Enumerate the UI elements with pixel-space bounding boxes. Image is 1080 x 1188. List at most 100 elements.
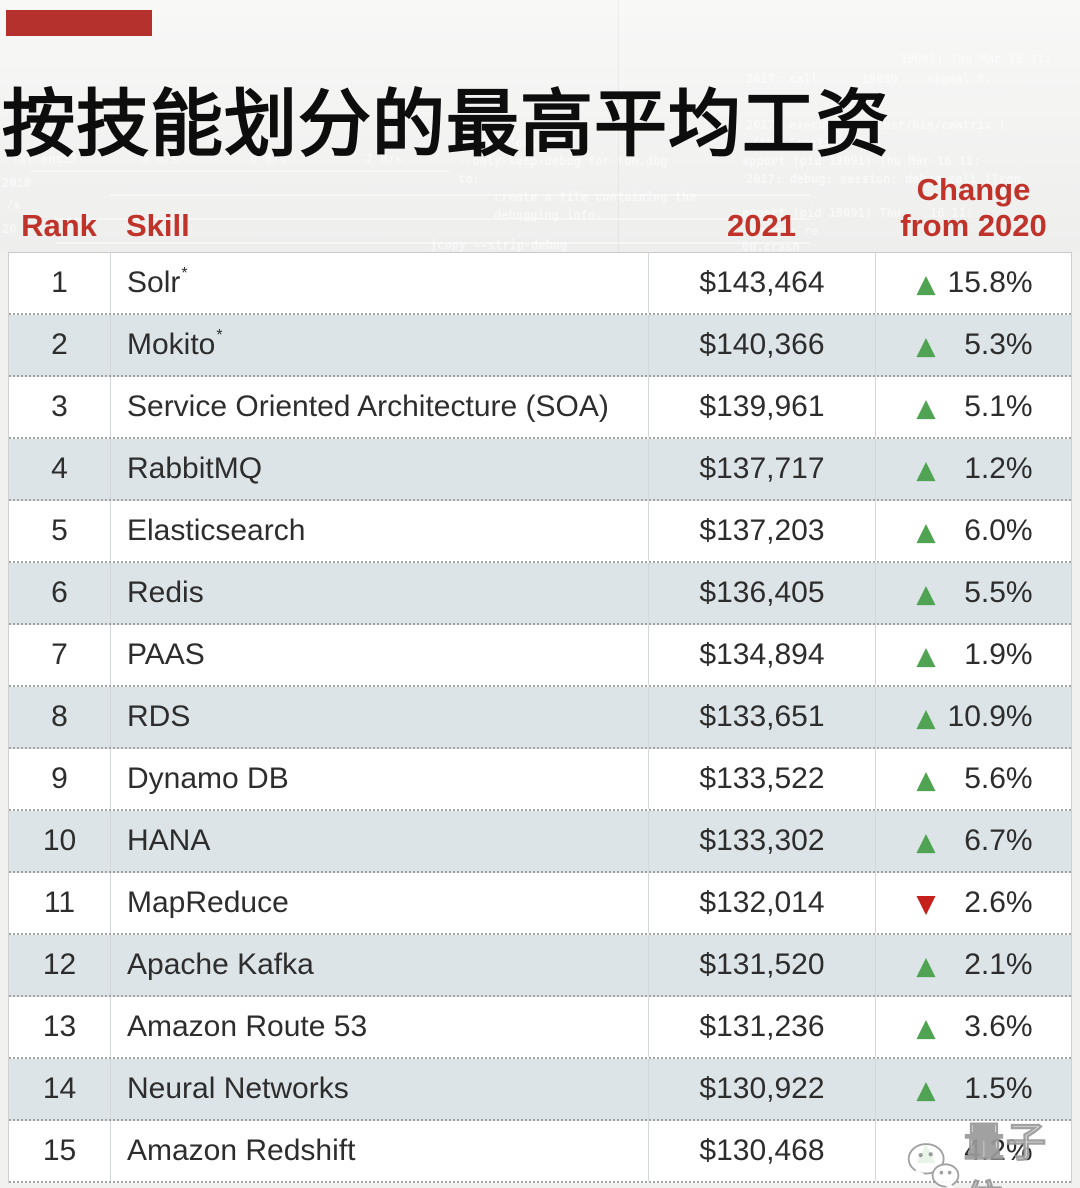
- skill-cell: Amazon Route 53: [111, 997, 649, 1057]
- column-header-skill: Skill: [126, 208, 190, 243]
- wechat-icon: [907, 1143, 960, 1188]
- salary-cell: $132,014: [649, 873, 876, 933]
- background-terminal-text: 00.crash: [742, 240, 800, 254]
- background-terminal-text: debugging info.: [494, 208, 603, 222]
- skill-cell: Service Oriented Architecture (SOA): [111, 377, 649, 437]
- salary-cell: $137,203: [649, 501, 876, 561]
- rank-cell: 3: [9, 377, 111, 437]
- salary-cell: $137,717: [649, 439, 876, 499]
- table-row: 13 Amazon Route 53 $131,236 ▲ 3.6%: [9, 997, 1071, 1059]
- background-terminal-text: TX: ens33 0 B/s 0 B/s 2 B/s: [12, 152, 403, 166]
- change-up-icon: ▲: [916, 578, 936, 608]
- table-row: 6 Redis $136,405 ▲ 5.5%: [9, 563, 1071, 625]
- change-up-icon: ▲: [916, 640, 936, 670]
- skill-cell: Apache Kafka: [111, 935, 649, 995]
- change-cell: ▲ 1.9%: [916, 638, 1033, 671]
- rank-cell: 10: [9, 811, 111, 871]
- salary-cell: $134,894: [649, 625, 876, 685]
- change-cell: ▲ 2.1%: [916, 948, 1033, 981]
- background-terminal-text: --only-keep-debug for foo.dbg: [458, 154, 668, 168]
- rank-cell: 7: [9, 625, 111, 685]
- skill-cell: Dynamo DB: [111, 749, 649, 809]
- change-up-icon: ▲: [916, 330, 936, 360]
- rank-cell: 15: [9, 1121, 111, 1181]
- column-header-change: Change from 2020: [875, 172, 1072, 248]
- table-row: 7 PAAS $134,894 ▲ 1.9%: [9, 625, 1071, 687]
- background-terminal-text: to:: [458, 172, 480, 186]
- change-up-icon: ▲: [916, 1012, 936, 1042]
- background-gradient: [0, 0, 1080, 252]
- change-cell: ▲ 15.8%: [916, 266, 1033, 299]
- column-header-change-line2: from 2020: [900, 208, 1047, 243]
- rank-cell: 8: [9, 687, 111, 747]
- skill-cell: PAAS: [111, 625, 649, 685]
- change-up-icon: ▲: [916, 1074, 936, 1104]
- rank-cell: 6: [9, 563, 111, 623]
- background-faint-line: [110, 194, 810, 196]
- salary-cell: $136,405: [649, 563, 876, 623]
- salary-cell: $133,651: [649, 687, 876, 747]
- change-cell: ▲ 5.1%: [916, 390, 1033, 423]
- change-down-icon: ▼: [916, 888, 936, 918]
- rank-cell: 4: [9, 439, 111, 499]
- table-row: 11 MapReduce $132,014 ▼ 2.6%: [9, 873, 1071, 935]
- change-cell: ▲ 3.6%: [916, 1010, 1033, 1043]
- salary-cell: $131,236: [649, 997, 876, 1057]
- change-cell: ▲ 5.3%: [916, 328, 1033, 361]
- change-cell: ▲ 1.2%: [916, 452, 1033, 485]
- salary-cell: $143,464: [649, 253, 876, 313]
- change-up-icon: ▲: [916, 454, 936, 484]
- background-terminal-text: 20: [2, 222, 17, 236]
- skill-cell: Elasticsearch: [111, 501, 649, 561]
- title-accent-bar: [6, 10, 152, 36]
- table-row: 9 Dynamo DB $133,522 ▲ 5.6%: [9, 749, 1071, 811]
- change-up-icon: ▲: [916, 702, 936, 732]
- change-up-icon: ▲: [916, 392, 936, 422]
- watermark-text: 量子位: [963, 1120, 1049, 1188]
- salary-cell: $133,522: [649, 749, 876, 809]
- salary-cell: $130,468: [649, 1121, 876, 1181]
- background-terminal-text: create a file containing the: [494, 190, 697, 204]
- table-row: 15 Amazon Redshift $130,468 ▲ 4.2%: [9, 1121, 1071, 1183]
- watermark: 量子位: [905, 1110, 1080, 1188]
- table-row: 12 Apache Kafka $131,520 ▲ 2.1%: [9, 935, 1071, 997]
- rank-cell: 14: [9, 1059, 111, 1119]
- background-faint-line: [55, 218, 810, 220]
- background-terminal-text: 2017: debug: session: debug call (Tron: [746, 172, 1021, 186]
- column-header-2021: 2021: [727, 208, 796, 243]
- rank-cell: 9: [9, 749, 111, 809]
- background-terminal-text: /s: [6, 198, 21, 212]
- table-row: 2 Mokito * $140,366 ▲ 5.3%: [9, 315, 1071, 377]
- skill-cell: Redis: [111, 563, 649, 623]
- change-up-icon: ▲: [916, 516, 936, 546]
- column-header-change-line1: Change: [916, 172, 1031, 207]
- change-up-icon: ▲: [916, 268, 936, 298]
- rank-cell: 1: [9, 253, 111, 313]
- rank-cell: 2: [9, 315, 111, 375]
- rank-cell: 12: [9, 935, 111, 995]
- background-faint-line: [55, 242, 810, 244]
- table-row: 5 Elasticsearch $137,203 ▲ 6.0%: [9, 501, 1071, 563]
- skill-cell: HANA: [111, 811, 649, 871]
- change-cell: ▲ 5.6%: [916, 762, 1033, 795]
- change-cell: ▲ 5.5%: [916, 576, 1033, 609]
- skill-cell: RDS: [111, 687, 649, 747]
- background-terminal-text: apport (pid 19091) Thu 16 11:: [742, 206, 974, 220]
- table-row: 1 Solr * $143,464 ▲ 15.8%: [9, 253, 1071, 315]
- background-faint-line: [30, 170, 450, 172]
- change-up-icon: ▲: [916, 950, 936, 980]
- salary-cell: $130,922: [649, 1059, 876, 1119]
- table-row: 3 Service Oriented Architecture (SOA) $1…: [9, 377, 1071, 439]
- change-cell: ▲ 6.0%: [916, 514, 1033, 547]
- background-terminal-text: 2017: executable: /usr/bin/cmatrix (: [746, 118, 1007, 132]
- change-cell: ▲ 10.9%: [916, 700, 1033, 733]
- table-column-headers: Rank Skill 2021 Change from 2020: [8, 166, 1072, 248]
- rank-cell: 5: [9, 501, 111, 561]
- skill-cell: Neural Networks: [111, 1059, 649, 1119]
- background-terminal-text: 1.<Run 'objcopy: [458, 136, 567, 150]
- table-row: 10 HANA $133,302 ▲ 6.7%: [9, 811, 1071, 873]
- background-terminal-text: (the 'cmatrix -b'): [752, 136, 883, 150]
- table-row: 14 Neural Networks $130,922 ▲ 1.5%: [9, 1059, 1071, 1121]
- column-header-rank: Rank: [21, 208, 97, 243]
- background-terminal-text: 2018: [2, 176, 31, 190]
